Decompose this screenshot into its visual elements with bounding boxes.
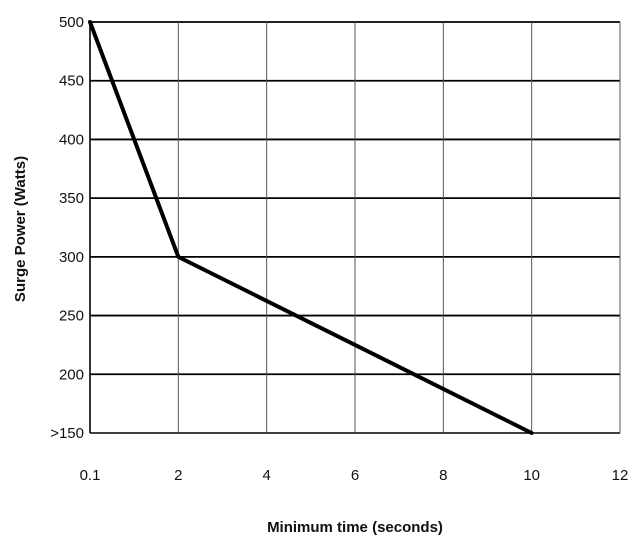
y-tick-label: 400 xyxy=(59,131,84,148)
x-tick-label: 12 xyxy=(612,467,629,484)
series-line xyxy=(88,20,534,435)
series-layer xyxy=(88,20,534,435)
y-tick-label: 250 xyxy=(59,308,84,325)
x-tick-label: 8 xyxy=(439,467,447,484)
x-tick-label: 0.1 xyxy=(80,467,101,484)
y-tick-label: 200 xyxy=(59,366,84,383)
y-tick-label: >150 xyxy=(50,425,84,442)
x-tick-label: 2 xyxy=(174,467,182,484)
y-tick-label: 350 xyxy=(59,190,84,207)
x-axis-ticks: 0.1 2 4 6 8 10 12 xyxy=(80,467,629,484)
x-tick-label: 10 xyxy=(523,467,540,484)
x-axis-title: Minimum time (seconds) xyxy=(267,519,443,536)
y-tick-label: 300 xyxy=(59,249,84,266)
y-tick-label: 450 xyxy=(59,73,84,90)
grid xyxy=(89,21,621,434)
y-tick-label: 500 xyxy=(59,14,84,31)
x-tick-label: 4 xyxy=(262,467,270,484)
y-axis-ticks: >150 200 250 300 350 400 450 500 xyxy=(50,14,84,442)
y-axis-title: Surge Power (Watts) xyxy=(12,156,29,302)
x-tick-label: 6 xyxy=(351,467,359,484)
